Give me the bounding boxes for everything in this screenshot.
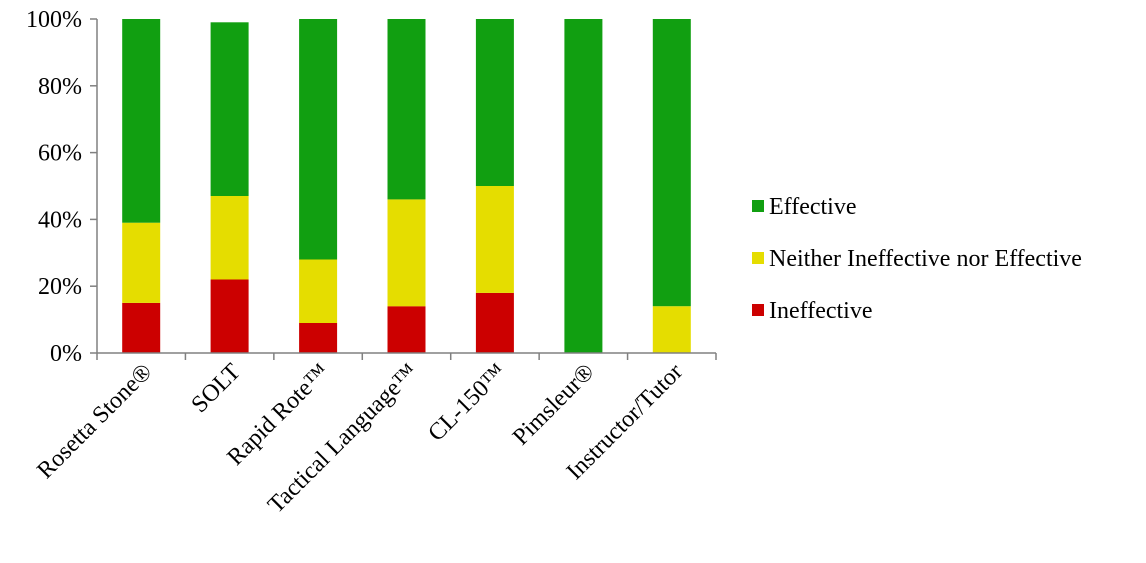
y-tick-label: 0%: [50, 341, 82, 367]
bar-segment-ineffective-3: [387, 306, 426, 353]
bar-segment-neither-ineffective-nor-effective-0: [122, 222, 161, 303]
legend-swatch-ineffective: [752, 304, 764, 316]
bar-segment-effective-6: [652, 19, 691, 307]
y-tick-label: 40%: [38, 207, 82, 233]
bar-segment-neither-ineffective-nor-effective-6: [652, 306, 691, 353]
bar-segment-neither-ineffective-nor-effective-2: [299, 259, 338, 323]
legend-label: Ineffective: [769, 298, 873, 324]
legend-label: Effective: [769, 194, 857, 220]
bar-segment-ineffective-0: [122, 302, 161, 353]
y-tick-label: 60%: [38, 141, 82, 167]
bar-segment-effective-2: [299, 19, 338, 260]
legend-label: Neither Ineffective nor Effective: [769, 246, 1082, 272]
category-label: Tactical Language™: [263, 359, 423, 519]
bar-segment-ineffective-2: [299, 322, 338, 353]
category-label: SOLT: [187, 359, 246, 418]
bar-segment-neither-ineffective-nor-effective-1: [210, 196, 249, 280]
category-label: Pimsleur®: [508, 359, 600, 451]
bar-segment-neither-ineffective-nor-effective-4: [475, 186, 514, 293]
y-tick-label: 20%: [38, 274, 82, 300]
bar-segment-neither-ineffective-nor-effective-3: [387, 199, 426, 307]
legend-swatch-neither-ineffective-nor-effective: [752, 252, 764, 264]
legend-swatch-effective: [752, 200, 764, 212]
bar-segment-effective-3: [387, 19, 426, 200]
category-label: Rosetta Stone®: [32, 359, 157, 484]
y-tick-label: 80%: [38, 74, 82, 100]
bar-segment-ineffective-1: [210, 279, 249, 353]
category-label: CL-150™: [423, 359, 511, 447]
y-tick-labels: 0% 20% 40% 60% 80% 100%: [26, 7, 82, 367]
bar-segment-effective-1: [210, 22, 249, 196]
bar-segment-ineffective-4: [475, 292, 514, 353]
bar-segment-effective-0: [122, 19, 161, 223]
axes-layer: [90, 18, 717, 360]
legend: Effective Neither Ineffective nor Effecti…: [752, 194, 1082, 324]
bar-segment-effective-5: [564, 19, 603, 353]
bars-layer: [122, 19, 691, 353]
bar-segment-effective-4: [475, 19, 514, 186]
y-tick-label: 100%: [26, 7, 82, 33]
